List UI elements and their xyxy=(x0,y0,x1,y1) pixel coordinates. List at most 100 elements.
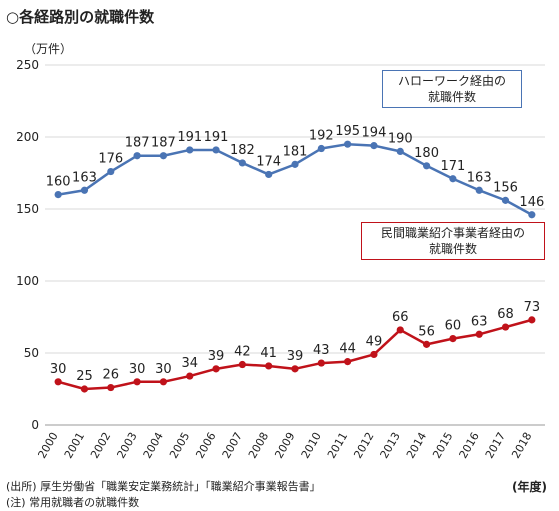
data-point xyxy=(159,152,168,160)
data-point xyxy=(212,146,220,154)
x-tick-label: 2010 xyxy=(299,430,324,461)
data-point xyxy=(422,340,431,348)
data-point xyxy=(370,350,378,359)
x-tick-label: 2001 xyxy=(62,430,87,461)
y-tick-label: 150 xyxy=(16,202,39,216)
data-label: 30 xyxy=(155,362,172,377)
data-point xyxy=(449,175,457,183)
data-label: 60 xyxy=(445,319,462,334)
data-label: 39 xyxy=(287,349,304,364)
x-tick-label: 2009 xyxy=(272,430,297,461)
y-axis-unit: （万件） xyxy=(24,42,73,56)
data-point xyxy=(80,186,89,194)
data-label: 190 xyxy=(388,131,413,146)
data-point xyxy=(422,162,431,170)
x-tick-label: 2017 xyxy=(483,430,508,461)
data-point xyxy=(265,170,273,179)
data-point xyxy=(265,362,273,370)
legend-hellowork-line1: ハローワーク経由の xyxy=(397,74,506,88)
data-point xyxy=(370,142,378,150)
x-tick-label: 2004 xyxy=(141,430,166,461)
x-tick-label: 2006 xyxy=(193,430,218,461)
x-tick-label: 2012 xyxy=(351,430,376,461)
data-point xyxy=(54,191,62,199)
legend-hellowork-line2: 就職件数 xyxy=(427,90,476,104)
data-label: 66 xyxy=(392,310,409,325)
data-label: 195 xyxy=(335,124,360,139)
data-label: 192 xyxy=(309,129,334,144)
data-label: 63 xyxy=(471,314,488,329)
data-point xyxy=(396,147,404,155)
data-label: 194 xyxy=(362,126,387,141)
data-label: 34 xyxy=(181,356,198,371)
legend-hellowork: ハローワーク経由の 就職件数 xyxy=(382,70,522,108)
data-label: 176 xyxy=(98,152,123,167)
data-point xyxy=(449,335,457,343)
data-point xyxy=(528,316,536,324)
data-label: 191 xyxy=(177,130,202,145)
data-label: 30 xyxy=(50,362,67,377)
data-point xyxy=(475,186,483,194)
data-point xyxy=(501,323,510,331)
y-tick-label: 50 xyxy=(24,346,39,360)
data-label: 56 xyxy=(418,324,435,339)
data-label: 191 xyxy=(204,130,229,145)
page-title: ○各経路別の就職件数 xyxy=(6,8,155,26)
x-tick-label: 2018 xyxy=(509,430,534,461)
data-label: 146 xyxy=(519,195,544,210)
x-tick-label: 2002 xyxy=(88,430,113,461)
x-tick-label: 2011 xyxy=(325,430,350,461)
data-label: 187 xyxy=(151,136,176,151)
data-label: 174 xyxy=(256,154,281,169)
data-point xyxy=(317,359,325,367)
data-point xyxy=(317,144,325,153)
data-label: 163 xyxy=(72,170,97,185)
data-label: 41 xyxy=(260,346,277,361)
data-label: 42 xyxy=(234,345,251,360)
data-point xyxy=(186,146,194,154)
y-tick-label: 250 xyxy=(16,58,39,72)
data-point xyxy=(501,196,510,204)
data-label: 171 xyxy=(440,159,465,174)
data-label: 39 xyxy=(208,349,225,364)
y-tick-label: 0 xyxy=(31,418,39,432)
data-point xyxy=(238,360,246,369)
data-point xyxy=(344,358,352,366)
y-tick-label: 200 xyxy=(16,130,39,144)
data-label: 156 xyxy=(493,180,518,195)
data-label: 160 xyxy=(46,175,71,190)
data-point xyxy=(212,365,220,373)
x-axis-unit: (年度) xyxy=(512,480,547,494)
data-label: 181 xyxy=(283,144,308,159)
data-label: 73 xyxy=(524,300,541,315)
legend-private-line2: 就職件数 xyxy=(428,242,477,256)
data-label: 180 xyxy=(414,146,439,161)
x-tick-label: 2003 xyxy=(114,430,139,461)
x-tick-label: 2016 xyxy=(457,430,482,461)
legend-private-agency: 民間職業紹介事業者経由の 就職件数 xyxy=(361,222,545,260)
data-point xyxy=(238,159,246,167)
data-point xyxy=(107,383,115,392)
data-point xyxy=(80,385,89,393)
data-point xyxy=(133,152,141,160)
data-point xyxy=(107,167,115,176)
x-tick-label: 2015 xyxy=(430,430,455,461)
x-tick-label: 2008 xyxy=(246,430,271,461)
data-point xyxy=(528,211,536,219)
data-label: 163 xyxy=(467,170,492,185)
data-point xyxy=(475,330,483,338)
data-label: 25 xyxy=(76,369,93,384)
data-point xyxy=(291,365,299,373)
x-tick-label: 2005 xyxy=(167,430,192,461)
data-point xyxy=(54,378,62,386)
x-tick-label: 2000 xyxy=(35,430,60,461)
x-tick-label: 2014 xyxy=(404,430,429,461)
data-label: 49 xyxy=(366,334,383,349)
data-point xyxy=(396,326,404,334)
y-tick-label: 100 xyxy=(16,274,39,288)
data-label: 30 xyxy=(129,362,146,377)
data-label: 43 xyxy=(313,343,330,358)
data-point xyxy=(133,378,141,386)
data-point xyxy=(344,140,352,148)
